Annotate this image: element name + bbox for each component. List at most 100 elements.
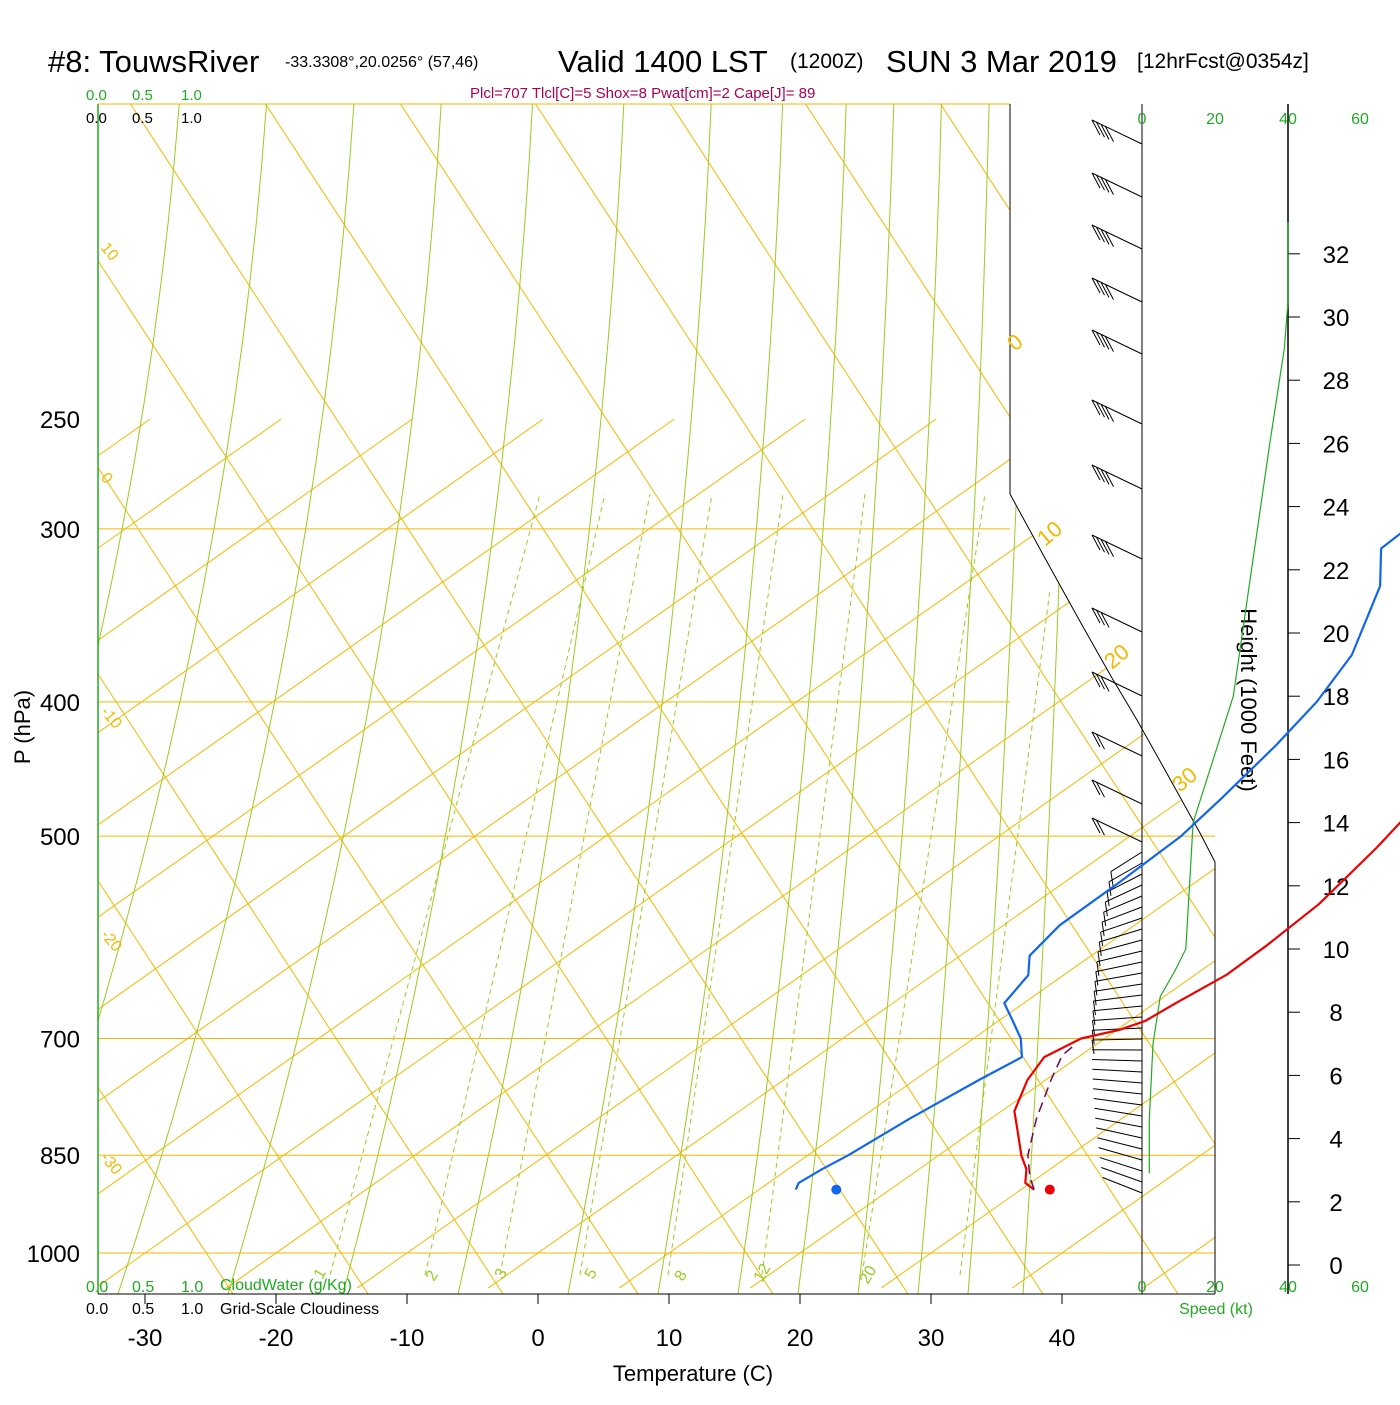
speed-bottom-60: 60 bbox=[1351, 1279, 1369, 1296]
wind-barb-staff bbox=[1092, 780, 1142, 804]
mixing-ratio-label: 2 bbox=[423, 1268, 442, 1284]
speed-axis-label: Speed (kt) bbox=[1179, 1301, 1253, 1318]
moist-adiabat-label: 20 bbox=[1099, 639, 1134, 674]
mixing-ratio-label: 20 bbox=[857, 1263, 881, 1287]
height-tick-label: 30 bbox=[1323, 305, 1350, 332]
moist-adiabat-line bbox=[458, 104, 624, 1294]
wind-barb-staff bbox=[1097, 1138, 1142, 1149]
x-tick-label: 10 bbox=[656, 1325, 683, 1352]
speed-bottom-40: 40 bbox=[1279, 1279, 1297, 1296]
x-tick-label: 0 bbox=[531, 1325, 544, 1352]
cloudiness-label: Grid-Scale Cloudiness bbox=[220, 1301, 379, 1318]
wind-barb-flag bbox=[1094, 991, 1096, 1005]
y-tick-label: 300 bbox=[40, 517, 80, 544]
wind-barb-flag bbox=[1098, 952, 1100, 966]
moist-adiabat-label: 0 bbox=[1002, 329, 1027, 356]
y-tick-label: 500 bbox=[40, 824, 80, 851]
moist-adiabat-line bbox=[658, 104, 783, 1294]
top-green-2: 1.0 bbox=[181, 87, 202, 104]
y-axis-title: P (hPa) bbox=[10, 690, 35, 764]
bottom-black-2: 1.0 bbox=[181, 1301, 203, 1318]
wind-speed-profile bbox=[1149, 222, 1288, 1173]
valid-time: Valid 1400 LST bbox=[558, 44, 768, 79]
dry-adiabat-label: -30 bbox=[97, 1150, 125, 1179]
wind-barb-staff bbox=[1095, 973, 1142, 981]
surface-dewpoint-dot bbox=[831, 1185, 841, 1195]
speed-top-40: 40 bbox=[1279, 111, 1297, 128]
height-tick-label: 22 bbox=[1323, 558, 1350, 585]
moist-adiabat-label: 30 bbox=[1167, 762, 1202, 797]
wind-barb-staff bbox=[1092, 173, 1142, 197]
x-tick-label: 20 bbox=[787, 1325, 814, 1352]
y-tick-label: 250 bbox=[40, 407, 80, 434]
wind-barb-staff bbox=[1095, 1118, 1142, 1127]
bottom-green-2: 1.0 bbox=[181, 1279, 203, 1296]
x-axis-title: Temperature (C) bbox=[613, 1361, 773, 1386]
mixing-ratio-line bbox=[960, 590, 1050, 1275]
wind-barb-staff bbox=[1092, 120, 1142, 144]
dry-adiabat-line bbox=[738, 0, 1400, 1294]
height-tick-label: 16 bbox=[1323, 747, 1350, 774]
height-tick-label: 20 bbox=[1323, 621, 1350, 648]
height-tick-label: 0 bbox=[1329, 1253, 1342, 1280]
isotherm-line bbox=[619, 419, 1400, 1288]
wind-barb-flag bbox=[1095, 981, 1097, 995]
isotherm-line bbox=[0, 419, 1067, 1288]
wind-barb-staff bbox=[1092, 818, 1142, 842]
top-green-1: 0.5 bbox=[132, 87, 153, 104]
x-tick-label: 40 bbox=[1049, 1325, 1076, 1352]
wind-barb-staff bbox=[1093, 1089, 1142, 1094]
bottom-black-1: 0.5 bbox=[132, 1301, 154, 1318]
wind-barb-flag bbox=[1102, 922, 1104, 936]
dry-adiabat-line bbox=[0, 0, 773, 1294]
mixing-ratio-line bbox=[425, 494, 605, 1275]
forecast-date: SUN 3 Mar 2019 bbox=[886, 44, 1117, 79]
dry-adiabat-line bbox=[0, 0, 638, 1294]
wind-barb-staff bbox=[1097, 951, 1142, 962]
speed-top-20: 20 bbox=[1206, 111, 1224, 128]
height-tick-label: 10 bbox=[1323, 937, 1350, 964]
y-tick-label: 700 bbox=[40, 1026, 80, 1053]
moist-adiabat-line bbox=[858, 104, 941, 1294]
mixing-ratio-line bbox=[668, 494, 783, 1275]
dry-adiabat-line bbox=[63, 0, 1043, 1294]
mixing-ratio-line bbox=[500, 494, 650, 1275]
wind-barb-staff bbox=[1092, 535, 1142, 559]
wind-barb-flag bbox=[1093, 1001, 1095, 1015]
wind-barb-staff bbox=[1096, 1128, 1142, 1138]
speed-top-0: 0 bbox=[1138, 111, 1147, 128]
isotherm-line bbox=[0, 419, 19, 1288]
mixing-ratio-line bbox=[330, 494, 540, 1275]
moist-adiabat-line bbox=[1023, 104, 1073, 1294]
wind-barb-staff bbox=[1092, 1039, 1142, 1040]
dry-adiabat-line bbox=[198, 0, 1178, 1294]
forecast-info: [12hrFcst@0354z] bbox=[1137, 50, 1309, 73]
moist-adiabat-line bbox=[918, 104, 989, 1294]
wind-barb-staff bbox=[1092, 608, 1142, 632]
height-tick-label: 24 bbox=[1323, 495, 1350, 522]
mixing-ratio-label: 3 bbox=[492, 1266, 511, 1282]
bottom-scales: 0.0 0.5 1.0 CloudWater (g/Kg) 0.0 0.5 1.… bbox=[86, 1277, 379, 1318]
wind-barb-staff bbox=[1092, 400, 1142, 424]
station-coords: -33.3308°,20.0256° (57,46) bbox=[285, 54, 478, 71]
moist-adiabat-line bbox=[228, 104, 441, 1294]
moist-adiabat-line bbox=[343, 104, 533, 1294]
speed-bottom-0: 0 bbox=[1138, 1279, 1147, 1296]
dry-adiabat-line bbox=[603, 0, 1400, 1294]
speed-bottom-20: 20 bbox=[1206, 1279, 1224, 1296]
isotherm-line bbox=[0, 419, 543, 1288]
height-tick-label: 26 bbox=[1323, 431, 1350, 458]
dry-adiabat-line bbox=[0, 0, 368, 1294]
wind-barb-staff bbox=[1092, 330, 1142, 354]
surface-temperature-dot bbox=[1045, 1185, 1055, 1195]
station-title: #8: TouwsRiver bbox=[48, 44, 259, 79]
wind-barb-staff bbox=[1099, 929, 1142, 942]
wind-barb-staff bbox=[1092, 465, 1142, 489]
y-tick-label: 1000 bbox=[27, 1241, 80, 1268]
x-tick-label: -20 bbox=[259, 1325, 294, 1352]
top-black-0: 0.0 bbox=[86, 110, 107, 127]
height-tick-label: 8 bbox=[1329, 1000, 1342, 1027]
x-tick-label: -10 bbox=[390, 1325, 425, 1352]
dry-adiabat-label: -20 bbox=[97, 927, 125, 956]
